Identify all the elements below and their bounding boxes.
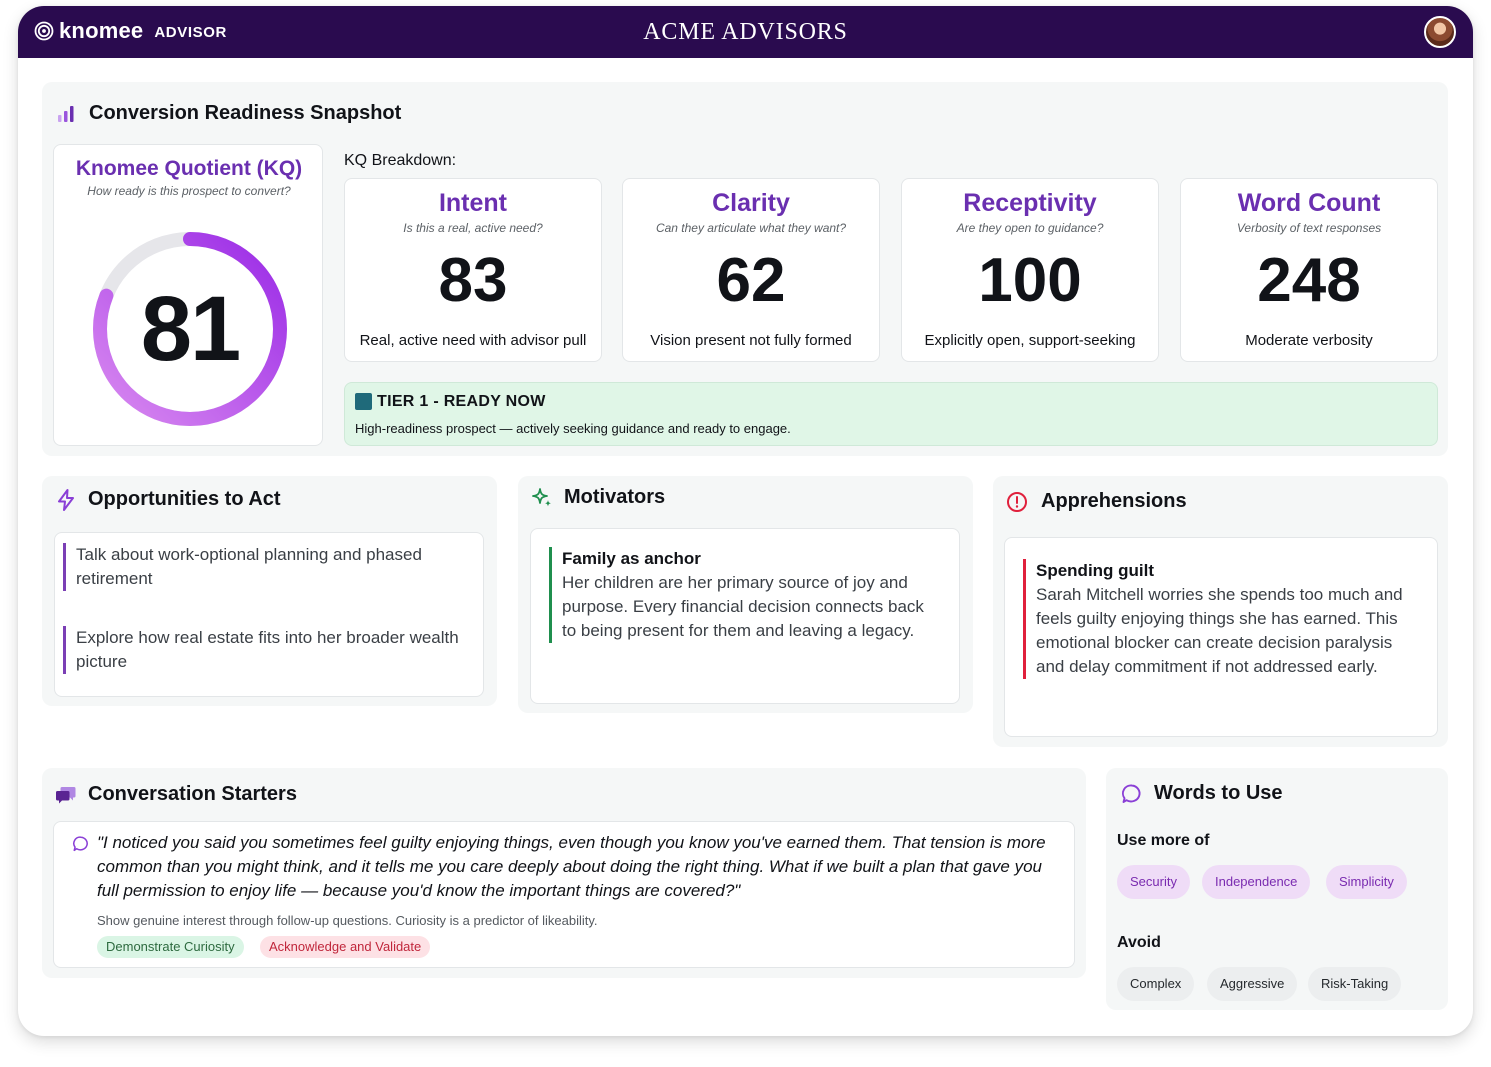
metric-question: Are they open to guidance? [956, 221, 1104, 235]
conversation-quote: "I noticed you said you sometimes feel g… [97, 833, 1046, 900]
metric-desc: Explicitly open, support-seeking [924, 332, 1136, 349]
lightning-icon [58, 489, 74, 511]
tag-demonstrate-curiosity[interactable]: Demonstrate Curiosity [97, 936, 244, 958]
metric-value: 248 [1257, 246, 1361, 315]
brand-logo[interactable]: knomee ADVISOR [34, 18, 227, 44]
motivators-title: Motivators [564, 486, 666, 508]
metric-card-word-count: Word Count Verbosity of text responses 2… [1180, 178, 1438, 362]
use-more-label: Use more of [1117, 832, 1210, 849]
top-bar: knomee ADVISOR ACME ADVISORS [18, 6, 1473, 58]
brand-name: knomee [59, 18, 144, 43]
apprehensions-title: Apprehensions [1041, 490, 1187, 512]
metric-title: Intent [438, 189, 508, 217]
breakdown-label: KQ Breakdown: [344, 152, 457, 169]
opportunity-item: Explore how real estate fits into her br… [63, 626, 468, 674]
org-title: ACME ADVISORS [643, 19, 848, 45]
conversation-panel: Conversation Starters "I noticed you sai… [42, 768, 1086, 978]
kq-card: Knomee Quotient (KQ) How ready is this p… [53, 144, 323, 446]
apprehensions-panel: Apprehensions Spending guilt Sarah Mitch… [993, 476, 1448, 747]
metric-card-receptivity: Receptivity Are they open to guidance? 1… [901, 178, 1159, 362]
kq-value: 81 [140, 277, 241, 380]
motivators-card: Family as anchor Her children are her pr… [530, 528, 960, 704]
tag-acknowledge-validate[interactable]: Acknowledge and Validate [260, 936, 431, 958]
opportunities-title: Opportunities to Act [88, 488, 281, 510]
metric-question: Is this a real, active need? [403, 221, 543, 235]
metric-title: Clarity [712, 189, 790, 217]
words-panel: Words to Use Use more of Security Indepe… [1106, 768, 1448, 1010]
metric-card-clarity: Clarity Can they articulate what they wa… [622, 178, 880, 362]
metric-title: Word Count [1237, 189, 1381, 217]
bar-chart-icon [58, 106, 74, 122]
metric-value: 62 [716, 246, 786, 315]
conversation-note: Show genuine interest through follow-up … [97, 913, 598, 928]
metric-question: Can they articulate what they want? [655, 221, 847, 235]
kq-gauge-arc [93, 232, 287, 426]
apprehension-item: Spending guilt Sarah Mitchell worries sh… [1023, 559, 1408, 679]
sparkle-icon [532, 488, 551, 507]
motivator-item: Family as anchor Her children are her pr… [549, 547, 929, 643]
opportunity-item: Talk about work-optional planning and ph… [63, 543, 468, 591]
conversation-card: "I noticed you said you sometimes feel g… [53, 821, 1075, 968]
metric-card-intent: Intent Is this a real, active need? 83 R… [344, 178, 602, 362]
apprehensions-card: Spending guilt Sarah Mitchell worries sh… [1004, 537, 1438, 737]
motivator-text: Her children are her primary source of j… [562, 573, 924, 640]
opportunities-panel: Opportunities to Act Talk about work-opt… [42, 476, 497, 706]
word-chip-security[interactable]: Security [1117, 865, 1190, 899]
word-chip-independence[interactable]: Independence [1202, 865, 1311, 899]
avoid-label: Avoid [1117, 934, 1161, 951]
word-chip-aggressive[interactable]: Aggressive [1207, 967, 1298, 1001]
metric-desc: Moderate verbosity [1245, 332, 1373, 349]
words-title: Words to Use [1154, 782, 1283, 804]
app-window: knomee ADVISOR ACME ADVISORS Conversion … [18, 6, 1473, 1036]
metric-desc: Real, active need with advisor pull [359, 332, 587, 349]
tier-title: TIER 1 - READY NOW [377, 393, 546, 410]
word-chip-simplicity[interactable]: Simplicity [1326, 865, 1407, 899]
chat-bubbles-icon [56, 787, 76, 804]
kq-subtitle: How ready is this prospect to convert? [87, 184, 291, 198]
metric-desc: Vision present not fully formed [650, 332, 852, 349]
kq-gauge [93, 232, 287, 426]
motivator-heading: Family as anchor [562, 549, 701, 568]
metric-value: 83 [438, 246, 508, 315]
kq-title: Knomee Quotient (KQ) [75, 157, 303, 180]
tier-desc: High-readiness prospect — actively seeki… [355, 421, 791, 436]
apprehension-heading: Spending guilt [1036, 561, 1155, 580]
alert-circle-icon [1007, 492, 1027, 512]
word-chip-complex[interactable]: Complex [1117, 967, 1195, 1001]
snapshot-title: Conversion Readiness Snapshot [89, 102, 402, 124]
apprehension-text: Sarah Mitchell worries she spends too mu… [1036, 585, 1403, 676]
conversation-title: Conversation Starters [88, 783, 297, 805]
knomee-logo-icon [34, 21, 54, 41]
brand-sub: ADVISOR [154, 24, 227, 41]
word-chip-risk-taking[interactable]: Risk-Taking [1308, 967, 1402, 1001]
speech-bubble-icon [73, 836, 88, 852]
tier-square-icon [355, 393, 372, 410]
motivators-panel: Motivators Family as anchor Her children… [518, 476, 973, 713]
metric-question: Verbosity of text responses [1236, 221, 1382, 235]
opportunities-card: Talk about work-optional planning and ph… [54, 532, 484, 697]
speech-bubble-icon [1121, 784, 1141, 803]
metric-value: 100 [978, 246, 1082, 315]
avatar[interactable] [1424, 16, 1456, 48]
tier-banner: TIER 1 - READY NOW High-readiness prospe… [344, 382, 1438, 446]
metric-title: Receptivity [963, 189, 1097, 217]
snapshot-panel: Conversion Readiness Snapshot Knomee Quo… [42, 82, 1448, 456]
